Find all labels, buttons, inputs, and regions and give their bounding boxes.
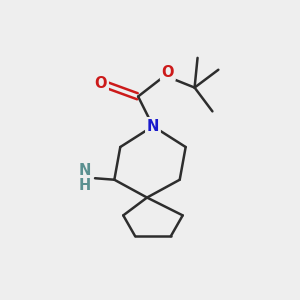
- Text: O: O: [95, 76, 107, 91]
- Text: H: H: [79, 178, 91, 193]
- Text: N: N: [78, 163, 91, 178]
- Text: N: N: [147, 119, 159, 134]
- Text: O: O: [162, 64, 174, 80]
